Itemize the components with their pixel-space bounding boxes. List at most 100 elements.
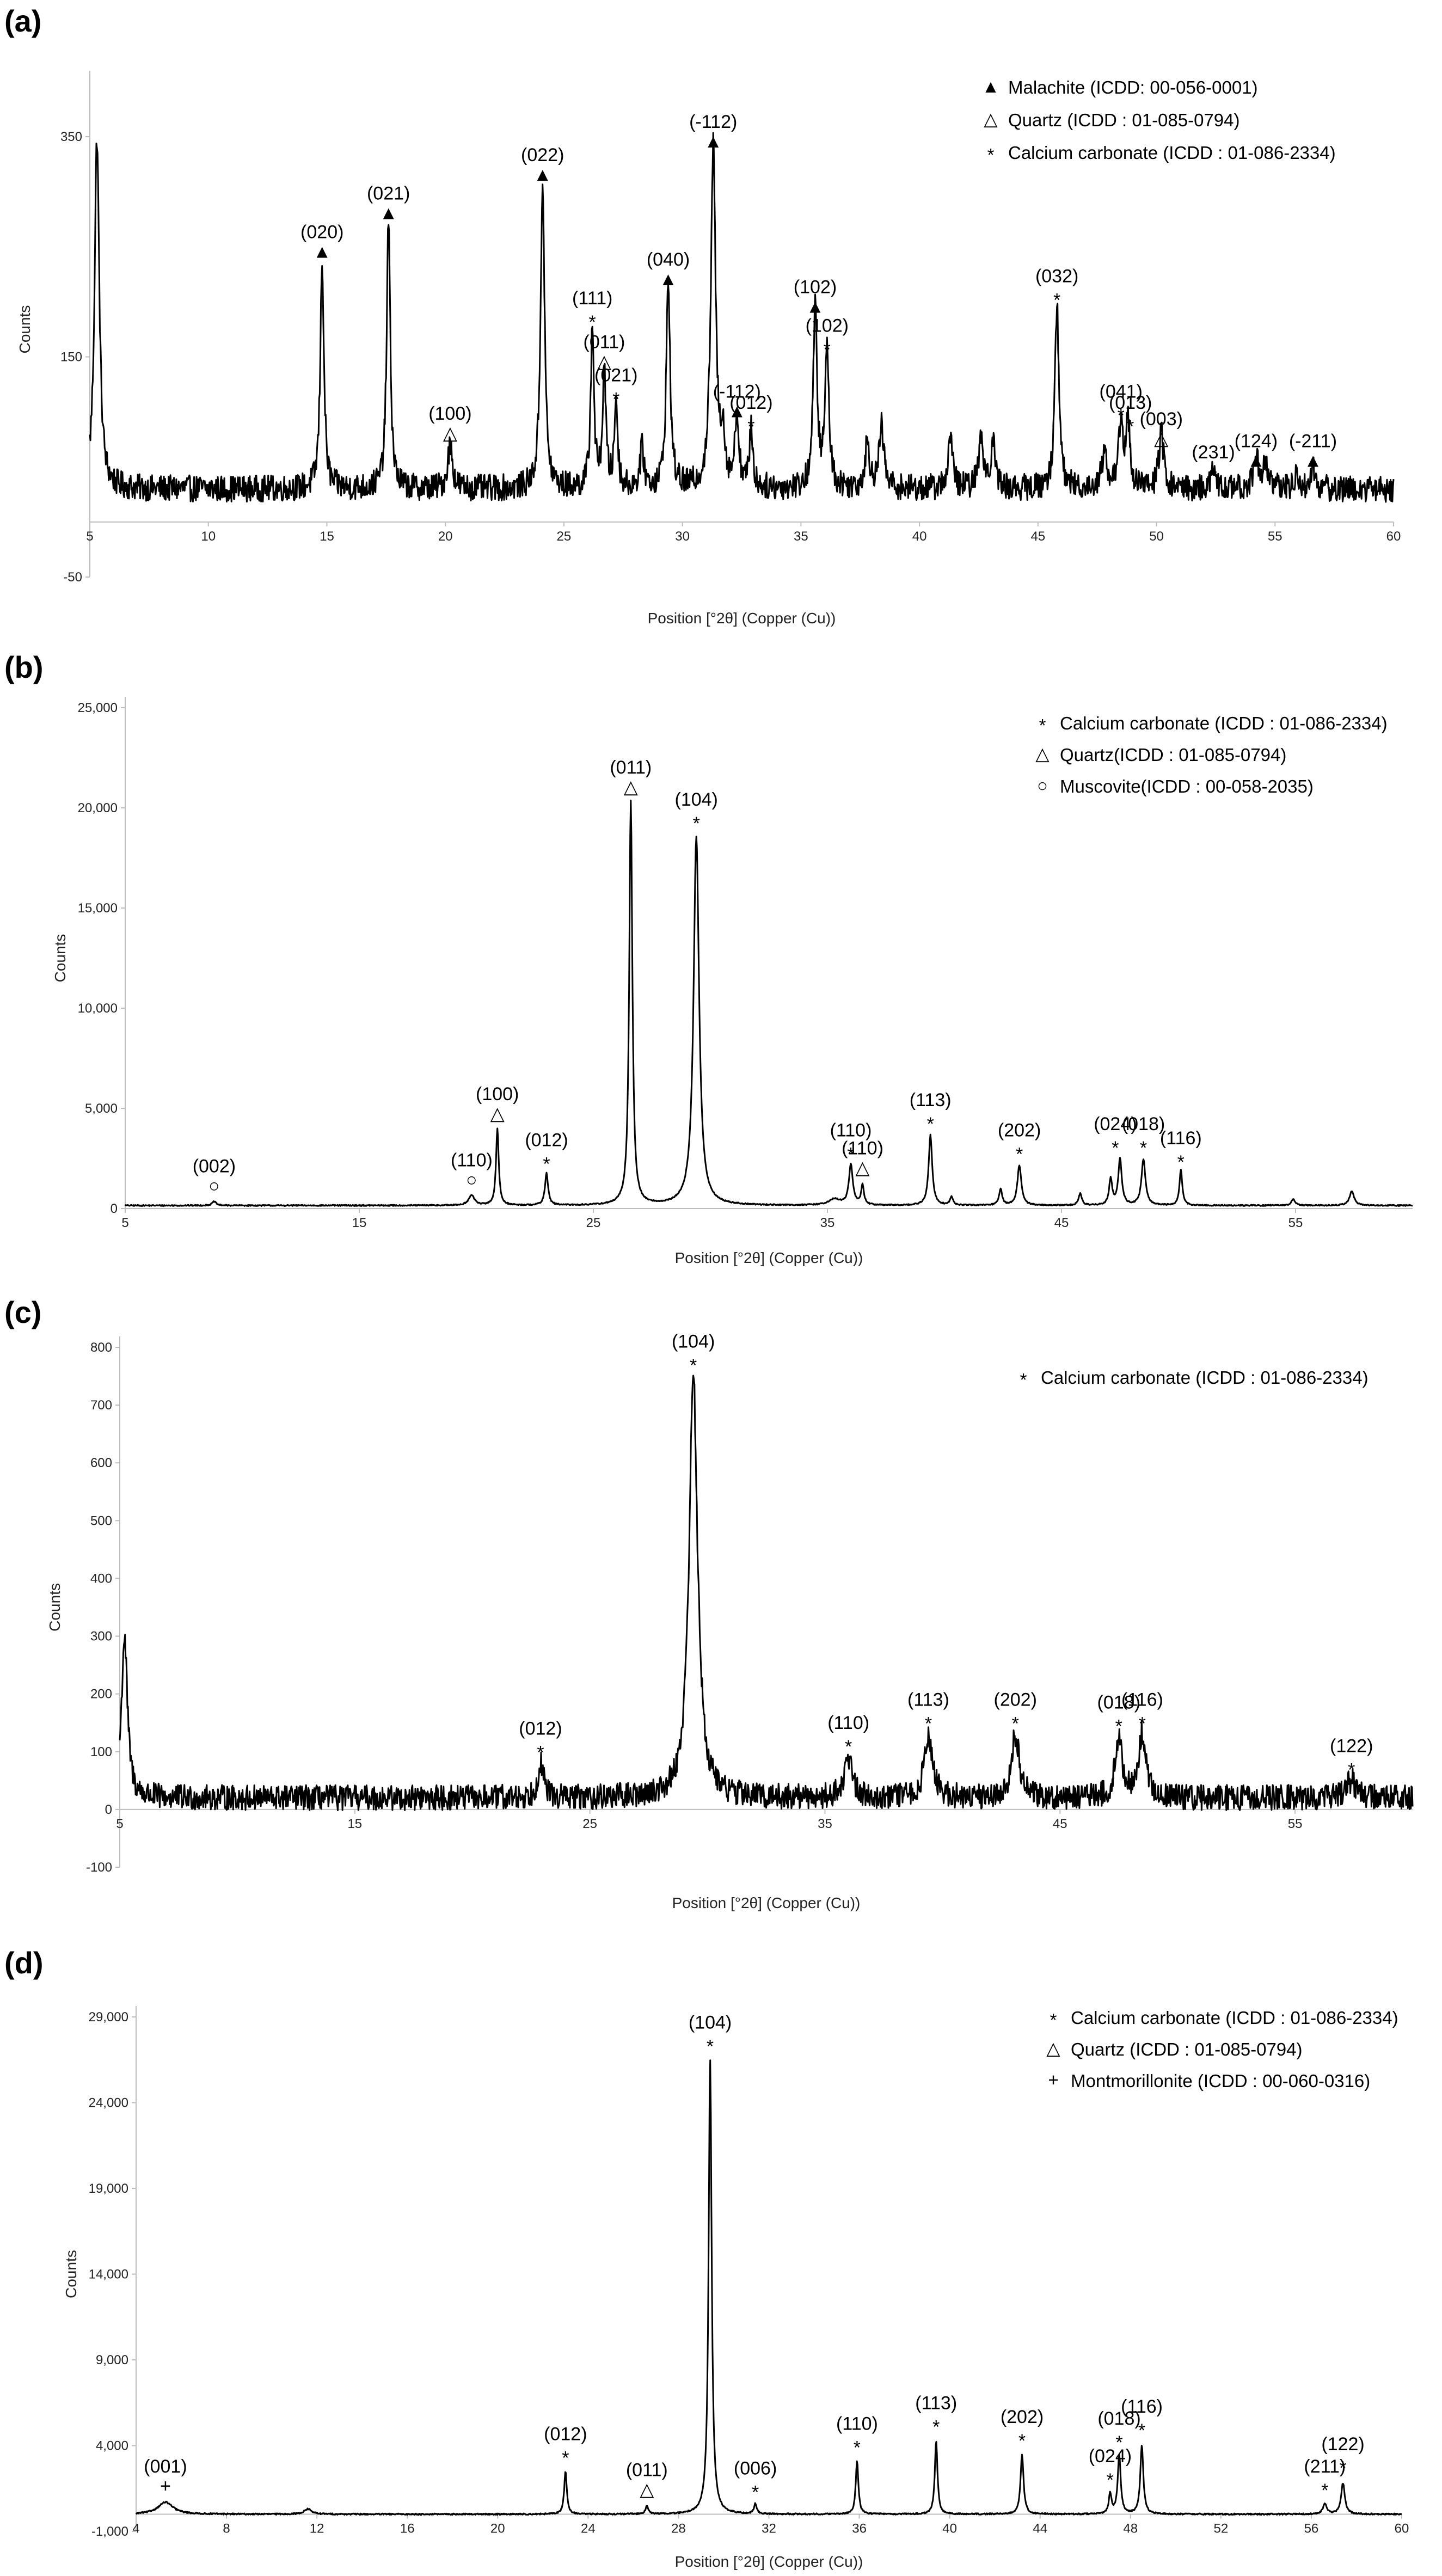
peak-marker: * xyxy=(562,2448,569,2468)
x-axis-title: Position [°2θ] (Copper (Cu)) xyxy=(672,1894,861,1911)
x-tick-label: 55 xyxy=(1268,529,1283,544)
peak-marker: ▲ xyxy=(704,131,722,152)
xrd-panel: (d) -1,000 4,000 9,000 14,000 19,000 24,000 29,… xyxy=(4,1946,1409,2570)
peak-hkl-label: (012) xyxy=(544,2424,587,2444)
peak-hkl-label: (-112) xyxy=(689,112,737,132)
peak-marker: * xyxy=(1107,2470,1114,2491)
x-tick-label: 5 xyxy=(121,1216,128,1230)
x-tick-label: 25 xyxy=(586,1216,601,1230)
peak-marker: * xyxy=(612,389,619,409)
x-tick-label: 28 xyxy=(671,2522,686,2536)
peak-hkl-label: (104) xyxy=(672,1332,715,1352)
peak-marker: * xyxy=(1115,1716,1122,1737)
legend-marker: ▲ xyxy=(982,76,1000,96)
peak-hkl-label: (020) xyxy=(300,222,343,242)
peak-hkl-label: (013) xyxy=(1109,392,1152,413)
peak-hkl-label: (018) xyxy=(1097,1692,1140,1713)
x-tick-label: 35 xyxy=(820,1216,835,1230)
legend-marker: △ xyxy=(1035,744,1050,764)
peak-marker: * xyxy=(845,1737,852,1757)
y-tick-label: 9,000 xyxy=(96,2353,128,2368)
y-tick-label: 700 xyxy=(90,1398,112,1413)
peak-marker: * xyxy=(1018,2431,1026,2451)
x-tick-label: 32 xyxy=(762,2522,776,2536)
diffraction-pattern-line xyxy=(119,1375,1414,1811)
peak-hkl-label: (231) xyxy=(1192,442,1235,463)
y-tick-label: 150 xyxy=(60,350,82,365)
x-tick-label: 55 xyxy=(1288,1817,1303,1831)
peak-marker: * xyxy=(1112,1138,1119,1158)
peak-marker: * xyxy=(854,2437,861,2458)
y-tick-label: 4,000 xyxy=(96,2439,128,2454)
legend-marker: △ xyxy=(984,109,998,129)
peak-marker: △ xyxy=(597,352,612,372)
panel-letter: (b) xyxy=(4,650,44,684)
peak-marker: ○ xyxy=(208,1176,220,1197)
legend-marker: △ xyxy=(1046,2038,1060,2058)
peak-marker: * xyxy=(1118,406,1125,426)
x-tick-label: 8 xyxy=(223,2522,230,2536)
peak-hkl-label: (116) xyxy=(1160,1128,1202,1149)
peak-hkl-label: (110) xyxy=(451,1150,493,1170)
x-tick-label: 16 xyxy=(400,2522,415,2536)
legend-entry: Montmorillonite (ICDD : 00-060-0316) xyxy=(1071,2071,1370,2091)
x-tick-label: 25 xyxy=(557,529,572,544)
peak-hkl-label: (018) xyxy=(1122,1114,1165,1134)
y-tick-label: 10,000 xyxy=(78,1001,118,1016)
x-tick-label: 56 xyxy=(1304,2522,1319,2536)
peak-hkl-label: (202) xyxy=(998,1120,1041,1140)
peak-marker: △ xyxy=(855,1157,870,1178)
x-tick-label: 35 xyxy=(794,529,808,544)
x-tick-label: 5 xyxy=(86,529,93,544)
legend-entry: Calcium carbonate (ICDD : 01-086-2334) xyxy=(1060,713,1388,733)
peak-hkl-label: (018) xyxy=(1097,2408,1140,2429)
peak-marker: * xyxy=(824,339,831,360)
y-tick-label: 0 xyxy=(105,1802,112,1817)
peak-hkl-label: (102) xyxy=(794,277,837,298)
y-axis-title: Counts xyxy=(46,1583,63,1632)
peak-hkl-label: (124) xyxy=(1235,431,1278,452)
y-axis-title: Counts xyxy=(52,934,69,983)
peak-hkl-label: (040) xyxy=(647,249,690,270)
diffraction-pattern-line xyxy=(89,132,1395,503)
y-tick-label: -100 xyxy=(86,1860,112,1875)
peak-marker: * xyxy=(747,416,754,437)
x-tick-label: 40 xyxy=(942,2522,957,2536)
peak-marker: * xyxy=(847,1144,854,1164)
legend-marker: * xyxy=(987,145,995,165)
legend-entry: Quartz (ICDD : 01-085-0794) xyxy=(1008,110,1240,130)
y-tick-label: 300 xyxy=(90,1629,112,1644)
y-tick-label: 200 xyxy=(90,1687,112,1702)
peak-hkl-label: (113) xyxy=(907,1689,949,1710)
peak-hkl-label: (032) xyxy=(1035,266,1078,286)
xrd-panel: (c) -100 0 100 200 300 400 500 600 700 800 5 15 25 35 4… xyxy=(4,1295,1414,1911)
y-tick-label: 100 xyxy=(90,1745,112,1759)
legend-entry: Calcium carbonate (ICDD : 01-086-2334) xyxy=(1071,2008,1398,2028)
peak-hkl-label: (-211) xyxy=(1289,431,1337,452)
legend-entry: Quartz(ICDD : 01-085-0794) xyxy=(1060,745,1286,765)
peak-marker: * xyxy=(1348,1759,1355,1780)
peak-hkl-label: (-112) xyxy=(713,382,761,402)
x-tick-label: 52 xyxy=(1214,2522,1229,2536)
peak-marker: * xyxy=(1127,416,1134,437)
peak-marker: * xyxy=(1115,2432,1122,2453)
legend-marker: * xyxy=(1050,2010,1057,2030)
peak-hkl-label: (202) xyxy=(994,1689,1037,1710)
peak-hkl-label: (113) xyxy=(915,2393,957,2414)
peak-marker: ○ xyxy=(466,1169,477,1190)
panel-letter: (a) xyxy=(4,4,41,38)
y-tick-label: 19,000 xyxy=(89,2181,128,2196)
peak-marker: * xyxy=(690,1356,697,1376)
x-tick-label: 45 xyxy=(1054,1216,1069,1230)
peak-hkl-label: (011) xyxy=(584,332,625,353)
x-tick-label: 20 xyxy=(490,2522,505,2536)
x-tick-label: 35 xyxy=(818,1817,832,1831)
peak-marker: + xyxy=(160,2476,171,2497)
peak-marker: △ xyxy=(640,2479,654,2500)
peak-marker: △ xyxy=(490,1103,505,1124)
peak-marker: * xyxy=(1177,1152,1185,1173)
peak-hkl-label: (012) xyxy=(525,1130,568,1151)
peak-marker: * xyxy=(1138,2420,1145,2441)
peak-hkl-label: (110) xyxy=(830,1120,872,1140)
